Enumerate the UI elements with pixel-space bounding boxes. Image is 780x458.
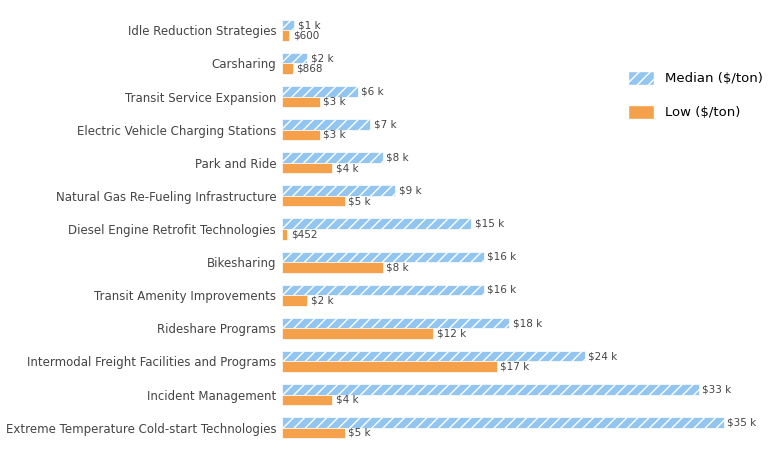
Text: $18 k: $18 k	[512, 318, 542, 328]
Text: $4 k: $4 k	[336, 395, 359, 405]
Bar	[282, 384, 699, 394]
Text: $1 k: $1 k	[298, 20, 321, 30]
Bar	[282, 20, 294, 30]
Text: $2 k: $2 k	[310, 295, 333, 305]
Bar	[282, 152, 383, 163]
Text: $600: $600	[292, 31, 319, 41]
Text: $12 k: $12 k	[437, 328, 466, 338]
Bar	[282, 163, 332, 174]
Text: $8 k: $8 k	[386, 153, 409, 163]
Text: $17 k: $17 k	[500, 362, 530, 372]
Bar	[282, 284, 484, 295]
Bar	[282, 394, 332, 405]
Text: $6 k: $6 k	[361, 86, 384, 96]
Text: $5 k: $5 k	[349, 196, 371, 206]
Bar	[282, 196, 345, 207]
Bar	[282, 229, 288, 240]
Text: $4 k: $4 k	[336, 163, 359, 173]
Bar	[282, 351, 585, 361]
Bar	[282, 318, 509, 328]
Bar	[282, 97, 320, 107]
Text: $3 k: $3 k	[323, 97, 346, 107]
Text: $2 k: $2 k	[310, 53, 333, 63]
Text: $7 k: $7 k	[374, 120, 396, 130]
Bar	[282, 218, 471, 229]
Bar	[282, 328, 434, 339]
Text: $16 k: $16 k	[488, 252, 516, 262]
Bar	[282, 262, 383, 273]
Text: $9 k: $9 k	[399, 185, 422, 196]
Bar	[282, 251, 484, 262]
Bar	[282, 64, 292, 74]
Bar	[282, 417, 724, 428]
Text: $452: $452	[291, 229, 317, 239]
Bar	[282, 30, 289, 41]
Text: $33 k: $33 k	[702, 384, 732, 394]
Bar	[282, 428, 345, 438]
Bar	[282, 53, 307, 64]
Text: $24 k: $24 k	[588, 351, 618, 361]
Legend: Median ($/ton), Low ($/ton): Median ($/ton), Low ($/ton)	[622, 66, 768, 125]
Text: $868: $868	[296, 64, 323, 74]
Text: $5 k: $5 k	[349, 428, 371, 438]
Text: $8 k: $8 k	[386, 262, 409, 273]
Text: $15 k: $15 k	[475, 219, 504, 229]
Text: $16 k: $16 k	[488, 285, 516, 295]
Bar	[282, 119, 370, 130]
Text: $35 k: $35 k	[728, 417, 757, 427]
Bar	[282, 86, 357, 97]
Bar	[282, 130, 320, 140]
Text: $3 k: $3 k	[323, 130, 346, 140]
Bar	[282, 361, 497, 372]
Bar	[282, 185, 395, 196]
Bar	[282, 295, 307, 306]
